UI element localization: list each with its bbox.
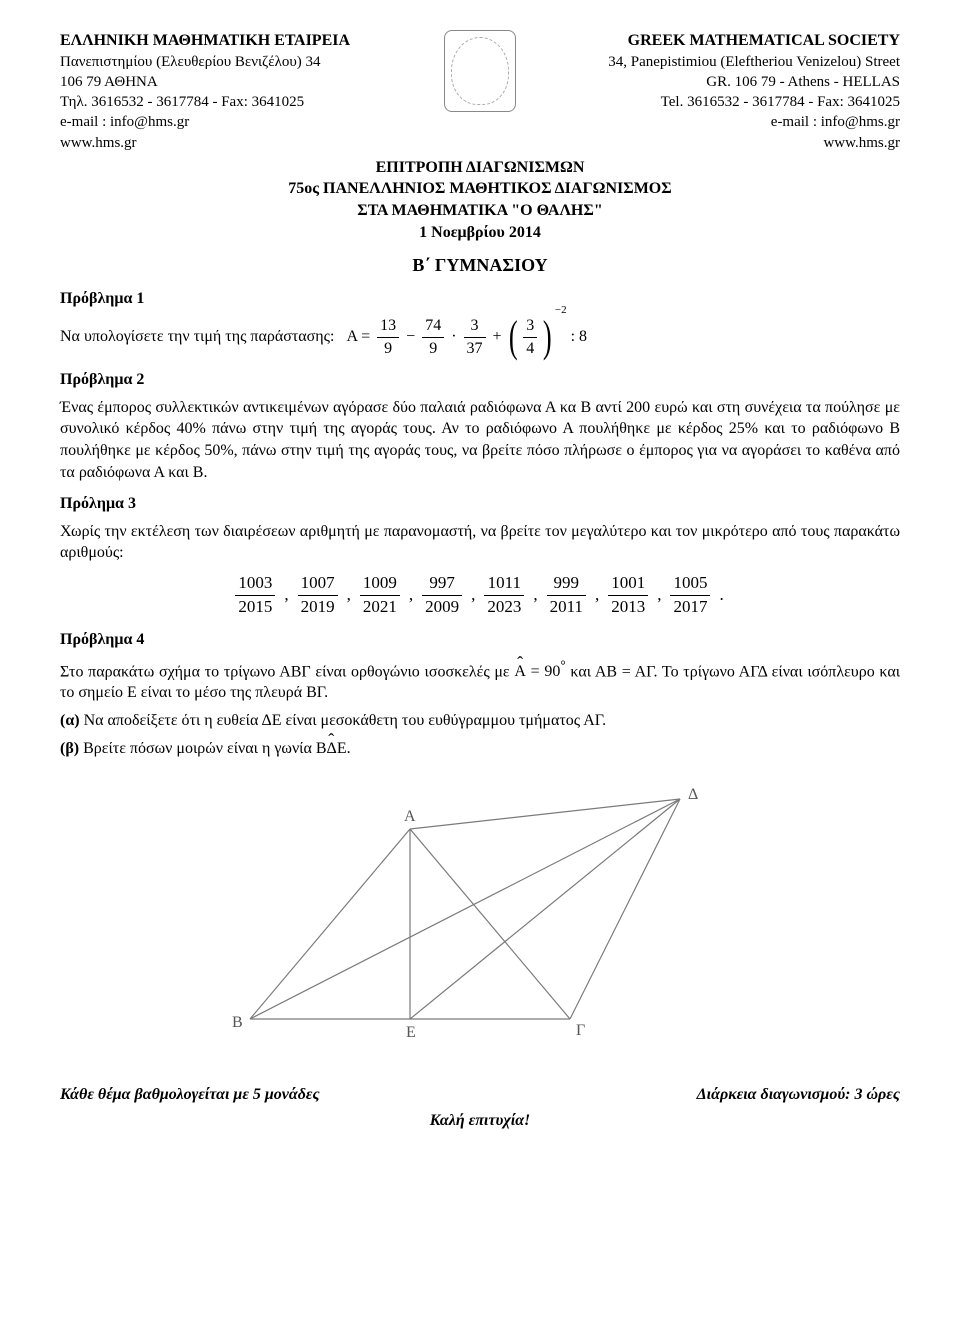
lparen-icon: ( [508,315,517,359]
p1-f3n: 3 [464,315,486,338]
p3-sep: , [347,584,351,607]
addr-en-2: GR. 106 79 - Athens - HELLAS [581,72,900,92]
svg-text:Ε: Ε [406,1024,416,1041]
page-header: ΕΛΛΗΝΙΚΗ ΜΑΘΗΜΑΤΙΚΗ ΕΤΑΙΡΕΙΑ Πανεπιστημί… [60,30,900,153]
footer-center: Καλή επιτυχία! [60,1110,900,1132]
p1-minus: − [406,328,415,345]
problem-4-text-1: Στο παρακάτω σχήμα το τρίγωνο ΑΒΓ είναι … [60,657,900,705]
p4-a-text: Να αποδείξετε ότι η ευθεία ΔΕ είναι μεσο… [80,712,607,729]
p3-frac: 9972009 [422,572,462,619]
p1-f2n: 74 [422,315,444,338]
committee-l3: ΣΤΑ ΜΑΘΗΜΑΤΙΚΑ "Ο ΘΑΛΗΣ" [60,200,900,222]
p3-sep: , [471,584,475,607]
p1-lhs: Α = [346,328,370,345]
p3-sep: , [595,584,599,607]
p3-frac: 10072019 [298,572,338,619]
p1-f1n: 13 [377,315,399,338]
p3-frac: 10052017 [670,572,710,619]
svg-text:Δ: Δ [688,786,698,803]
problem-1-text: Να υπολογίσετε την τιμή της παράστασης: … [60,315,900,359]
p1-exp: −2 [555,304,567,316]
addr-el-4: e-mail : info@hms.gr [60,112,379,132]
rparen-icon: ) [543,315,552,359]
problem-2-label: Πρόβλημα 2 [60,369,900,391]
problem-4-label: Πρόβλημα 4 [60,629,900,651]
p3-sep: , [657,584,661,607]
p3-sep: , [409,584,413,607]
problem-3-text: Χωρίς την εκτέλεση των διαιρέσεων αριθμη… [60,521,900,564]
svg-text:Α: Α [404,808,416,825]
p1-plus: + [493,328,502,345]
p3-frac: 10112023 [484,572,524,619]
p3-frac: 10092021 [360,572,400,619]
problem-4-part-a: (α) Να αποδείξετε ότι η ευθεία ΔΕ είναι … [60,710,900,732]
footer-right: Διάρκεια διαγωνισμού: 3 ώρες [697,1084,900,1106]
geometry-diagram: Α Β Γ Δ Ε [220,769,740,1059]
p3-sep: , [284,584,288,607]
addr-el-3: Τηλ. 3616532 - 3617784 - Fax: 3641025 [60,92,379,112]
problem-3-fractions: 10032015, 10072019, 10092021, 9972009, 10112… [60,572,900,619]
org-title-el: ΕΛΛΗΝΙΚΗ ΜΑΘΗΜΑΤΙΚΗ ΕΤΑΙΡΕΙΑ [60,30,379,52]
header-logo-area [396,30,564,119]
p4-deg: ° [560,658,565,673]
p4-angle-bde: ΒΔΕ [316,738,347,760]
p4-and: και [570,663,591,680]
header-right: GREEK MATHEMATICAL SOCIETY 34, Panepisti… [581,30,900,153]
p4-eq2: ΑΒ = ΑΓ [595,663,654,680]
p1-f1d: 9 [377,338,399,360]
problem-3-label: Πρόλημα 3 [60,493,900,515]
p1-f4d: 4 [523,338,537,360]
committee-l2: 75ος ΠΑΝΕΛΛΗΝΙΟΣ ΜΑΘΗΤΙΚΟΣ ΔΙΑΓΩΝΙΣΜΟΣ [60,178,900,200]
problem-1-label: Πρόβλημα 1 [60,288,900,310]
p4-a-label: (α) [60,712,80,729]
grade-title: Β΄ ΓΥΜΝΑΣΙΟΥ [60,253,900,277]
p3-frac: 10012013 [608,572,648,619]
p3-frac: 9992011 [547,572,586,619]
problem-4-part-b: (β) Βρείτε πόσων μοιρών είναι η γωνία ΒΔ… [60,738,900,760]
p1-formula: Α = 139 − 749 · 337 + ( 34 ) −2 : 8 [346,328,587,345]
addr-en-1: 34, Panepistimiou (Eleftheriou Venizelou… [581,52,900,72]
header-left: ΕΛΛΗΝΙΚΗ ΜΑΘΗΜΑΤΙΚΗ ΕΤΑΙΡΕΙΑ Πανεπιστημί… [60,30,379,153]
p3-frac: 10032015 [235,572,275,619]
p4-angle-A: Α [514,661,526,683]
svg-text:Γ: Γ [576,1022,585,1039]
p1-dot: · [451,328,456,345]
problem-2-text: Ένας έμπορος συλλεκτικών αντικειμένων αγ… [60,397,900,483]
addr-en-5: www.hms.gr [581,133,900,153]
society-logo-icon [444,30,516,112]
footer-left: Κάθε θέμα βαθμολογείται με 5 μονάδες [60,1084,320,1106]
p4-b-text: Βρείτε πόσων μοιρών είναι η γωνία [79,740,316,757]
addr-en-4: e-mail : info@hms.gr [581,112,900,132]
footer-row: Κάθε θέμα βαθμολογείται με 5 μονάδες Διά… [60,1084,900,1106]
committee-l4: 1 Νοεμβρίου 2014 [60,222,900,244]
addr-el-1: Πανεπιστημίου (Ελευθερίου Βενιζέλου) 34 [60,52,379,72]
p3-sep: , [533,584,537,607]
p1-colon8: : 8 [571,328,587,345]
committee-l1: ΕΠΙΤΡΟΠΗ ΔΙΑΓΩΝΙΣΜΩΝ [60,157,900,179]
p4-t1a: Στο παρακάτω σχήμα το τρίγωνο ΑΒΓ είναι … [60,663,514,680]
p1-f3d: 37 [464,338,486,360]
p4-b-label: (β) [60,740,79,757]
addr-el-2: 106 79 ΑΘΗΝΑ [60,72,379,92]
p1-prompt: Να υπολογίσετε την τιμή της παράστασης: [60,328,334,345]
svg-text:Β: Β [232,1014,243,1031]
p1-f2d: 9 [422,338,444,360]
addr-en-3: Tel. 3616532 - 3617784 - Fax: 3641025 [581,92,900,112]
org-title-en: GREEK MATHEMATICAL SOCIETY [581,30,900,52]
p1-f4n: 3 [523,315,537,338]
committee-block: ΕΠΙΤΡΟΠΗ ΔΙΑΓΩΝΙΣΜΩΝ 75ος ΠΑΝΕΛΛΗΝΙΟΣ ΜΑ… [60,157,900,243]
p4-period: . [347,740,351,757]
addr-el-5: www.hms.gr [60,133,379,153]
p3-sep: . [719,584,723,607]
p4-eq1-rhs: = 90 [531,663,561,680]
